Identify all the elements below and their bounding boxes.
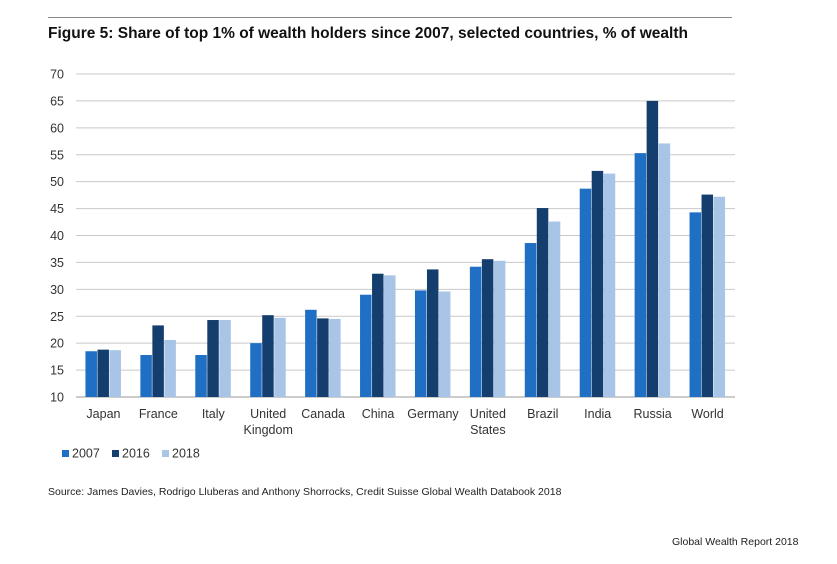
bar-france-2016 [152, 325, 164, 397]
bar-russia-2016 [646, 100, 659, 398]
bar-germany-2018 [438, 291, 451, 397]
bar-russia-2007 [634, 153, 647, 397]
bar-world-2007 [689, 212, 702, 397]
source-note: Source: James Davies, Rodrigo Lluberas a… [48, 486, 562, 498]
bar-united-states-2007 [469, 266, 482, 397]
x-tick-label: France [139, 407, 178, 421]
x-tick-label: Canada [301, 407, 345, 421]
bar-japan-2016 [97, 349, 109, 397]
chart-title: Figure 5: Share of top 1% of wealth hold… [48, 25, 688, 42]
bar-france-2018 [164, 339, 176, 397]
bar-canada-2018 [329, 318, 341, 397]
bar-italy-2018 [219, 320, 231, 397]
y-tick-label-45: 45 [50, 202, 64, 216]
x-tick-label: Germany [407, 407, 459, 421]
legend-swatch-2016 [112, 450, 119, 457]
x-tick-label: India [584, 407, 611, 421]
legend: 2007 2016 2018 [62, 447, 200, 461]
y-tick-label-70: 70 [50, 68, 64, 82]
y-tick-label-55: 55 [50, 148, 64, 162]
bar-brazil-2007 [524, 243, 537, 397]
y-tick-label-35: 35 [50, 256, 64, 270]
legend-label-2016: 2016 [122, 447, 150, 461]
y-tick-label-40: 40 [50, 229, 64, 243]
bar-china-2007 [360, 294, 372, 397]
y-tick-label-15: 15 [50, 364, 64, 378]
bar-china-2016 [372, 273, 384, 397]
bar-japan-2018 [109, 350, 121, 397]
y-tick-label-60: 60 [50, 121, 64, 135]
footer-brand: Global Wealth Report 2018 [672, 536, 799, 548]
bar-united-states-2018 [493, 260, 506, 397]
bar-canada-2016 [317, 318, 329, 397]
legend-swatch-2018 [162, 450, 169, 457]
y-axis-ticks: 10 15 20 25 30 35 40 45 50 55 60 65 70 [50, 68, 64, 405]
bar-world-2018 [713, 196, 726, 397]
x-tick-label: United States [470, 407, 506, 437]
legend-label-2018: 2018 [172, 447, 200, 461]
x-tick-label: Brazil [527, 407, 558, 421]
x-tick-label: China [362, 407, 395, 421]
x-tick-label: United Kingdom [244, 407, 293, 437]
bar-world-2016 [701, 194, 714, 397]
bars [85, 100, 726, 398]
bar-italy-2007 [195, 355, 207, 397]
bar-japan-2007 [85, 351, 97, 397]
bar-china-2018 [384, 275, 396, 397]
bar-germany-2016 [426, 269, 439, 397]
bar-brazil-2018 [548, 221, 561, 397]
bar-canada-2007 [305, 309, 317, 397]
bar-united-states-2016 [481, 259, 494, 397]
y-tick-label-65: 65 [50, 94, 64, 108]
y-tick-label-50: 50 [50, 175, 64, 189]
bar-united-kingdom-2007 [250, 343, 262, 397]
gridlines [76, 73, 735, 398]
legend-swatch-2007 [62, 450, 69, 457]
x-tick-label: Japan [86, 407, 120, 421]
bar-united-kingdom-2016 [262, 315, 274, 397]
bar-india-2018 [603, 173, 616, 397]
y-tick-label-10: 10 [50, 391, 64, 405]
bar-russia-2018 [658, 143, 671, 397]
x-axis-ticks: Japan France Italy United Kingdom Canada China… [86, 407, 723, 437]
x-tick-label: Russia [634, 407, 672, 421]
bar-india-2007 [579, 188, 592, 397]
x-tick-label: World [691, 407, 723, 421]
bar-italy-2016 [207, 320, 219, 397]
bar-brazil-2016 [536, 208, 549, 397]
bar-france-2007 [140, 355, 152, 397]
title-rule [48, 17, 732, 18]
y-tick-label-25: 25 [50, 310, 64, 324]
x-tick-label: Italy [202, 407, 226, 421]
bar-germany-2007 [414, 290, 427, 397]
y-tick-label-20: 20 [50, 337, 64, 351]
y-tick-label-30: 30 [50, 283, 64, 297]
bar-india-2016 [591, 170, 604, 397]
bar-united-kingdom-2018 [274, 317, 286, 397]
legend-label-2007: 2007 [72, 447, 100, 461]
